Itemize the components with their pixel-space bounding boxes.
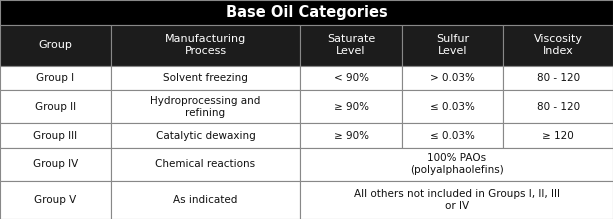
Bar xyxy=(0,123,110,148)
Bar xyxy=(110,90,300,123)
Text: All others not included in Groups I, II, III
or IV: All others not included in Groups I, II,… xyxy=(354,189,560,211)
Bar xyxy=(300,148,613,181)
Text: Manufacturing
Process: Manufacturing Process xyxy=(165,34,246,56)
Text: ≤ 0.03%: ≤ 0.03% xyxy=(430,102,475,112)
Text: Base Oil Categories: Base Oil Categories xyxy=(226,5,387,20)
Bar xyxy=(402,90,503,123)
Text: < 90%: < 90% xyxy=(333,73,368,83)
Bar xyxy=(110,25,300,66)
Text: 80 - 120: 80 - 120 xyxy=(537,102,580,112)
Text: ≥ 90%: ≥ 90% xyxy=(333,131,368,141)
Bar xyxy=(0,66,110,90)
Text: Hydroprocessing and
refining: Hydroprocessing and refining xyxy=(150,96,261,118)
Text: ≤ 0.03%: ≤ 0.03% xyxy=(430,131,475,141)
Bar xyxy=(110,181,300,219)
Text: Viscosity
Index: Viscosity Index xyxy=(534,34,583,56)
Bar xyxy=(110,66,300,90)
Text: > 0.03%: > 0.03% xyxy=(430,73,475,83)
Text: As indicated: As indicated xyxy=(173,195,238,205)
Bar xyxy=(0,181,110,219)
Text: 80 - 120: 80 - 120 xyxy=(537,73,580,83)
Text: Solvent freezing: Solvent freezing xyxy=(163,73,248,83)
Bar xyxy=(0,0,613,25)
Bar xyxy=(402,66,503,90)
Bar xyxy=(0,90,110,123)
Bar xyxy=(402,123,503,148)
Bar xyxy=(300,66,402,90)
Text: Sulfur
Level: Sulfur Level xyxy=(436,34,470,56)
Text: Group III: Group III xyxy=(33,131,77,141)
Text: 100% PAOs
(polyalphaolefins): 100% PAOs (polyalphaolefins) xyxy=(409,154,503,175)
Text: Group IV: Group IV xyxy=(32,159,78,170)
Bar xyxy=(300,181,613,219)
Text: Group II: Group II xyxy=(35,102,76,112)
Bar xyxy=(110,148,300,181)
Text: Catalytic dewaxing: Catalytic dewaxing xyxy=(156,131,256,141)
Text: Group I: Group I xyxy=(36,73,74,83)
Bar xyxy=(503,123,613,148)
Bar xyxy=(503,66,613,90)
Bar xyxy=(0,25,110,66)
Bar xyxy=(110,123,300,148)
Text: Group: Group xyxy=(39,40,72,50)
Bar xyxy=(300,25,402,66)
Text: Group V: Group V xyxy=(34,195,77,205)
Bar xyxy=(503,25,613,66)
Bar xyxy=(402,25,503,66)
Text: ≥ 120: ≥ 120 xyxy=(543,131,574,141)
Text: Saturate
Level: Saturate Level xyxy=(327,34,375,56)
Text: ≥ 90%: ≥ 90% xyxy=(333,102,368,112)
Bar xyxy=(300,90,402,123)
Text: Chemical reactions: Chemical reactions xyxy=(156,159,256,170)
Bar xyxy=(503,90,613,123)
Bar xyxy=(300,123,402,148)
Bar xyxy=(0,148,110,181)
